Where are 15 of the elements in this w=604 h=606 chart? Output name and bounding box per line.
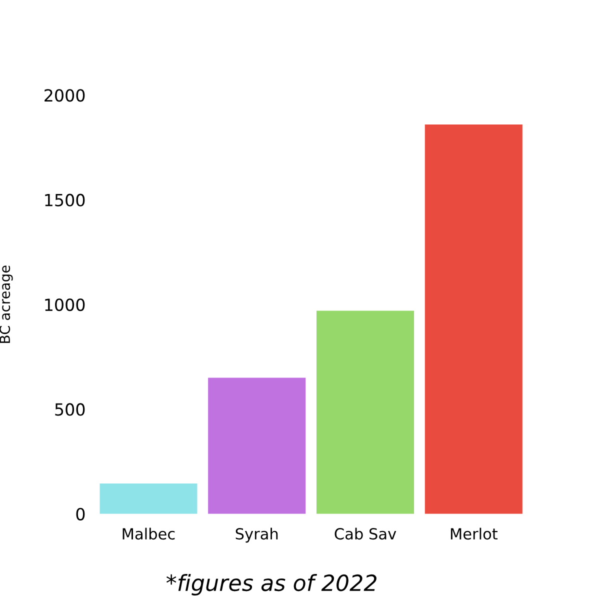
y-tick-label: 500: [55, 403, 85, 416]
y-tick-label: 1500: [45, 194, 85, 206]
bar: [316, 310, 414, 514]
bar: [424, 124, 522, 514]
bar: [208, 378, 306, 514]
y-axis-title: BC acreage: [0, 266, 13, 343]
y-tick-label: 0: [76, 508, 85, 520]
x-tick-label: Cab Sav: [334, 528, 396, 540]
y-tick-label: 2000: [44, 89, 85, 102]
y-tick-label: 1000: [45, 298, 85, 312]
x-tick-label: Malbec: [122, 528, 175, 540]
x-tick-label: Syrah: [236, 528, 278, 543]
text: *figures as of 2022: [166, 574, 376, 596]
bar: [100, 484, 198, 514]
x-tick-label: Merlot: [450, 528, 498, 540]
